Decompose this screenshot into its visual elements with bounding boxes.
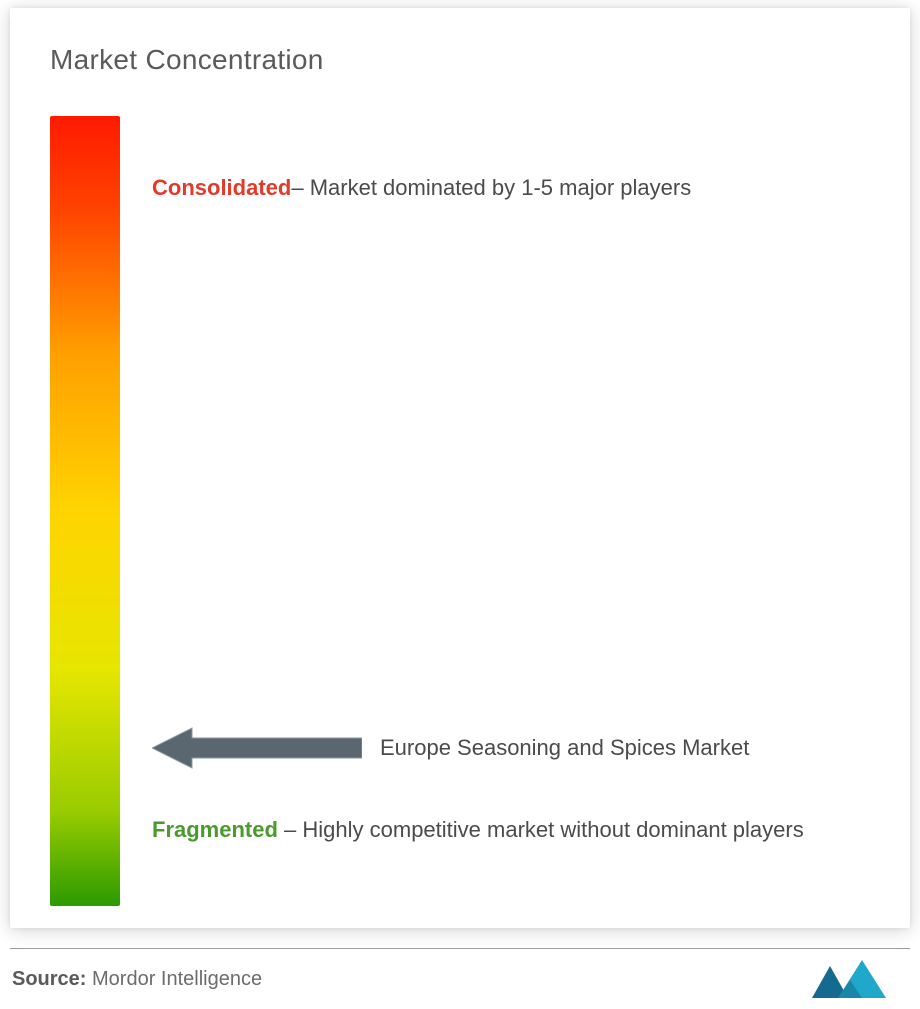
- footer: Source: Mordor Intelligence: [10, 958, 910, 1000]
- source-label: Source:: [12, 968, 86, 990]
- consolidated-label: Consolidated– Market dominated by 1-5 ma…: [152, 171, 860, 204]
- fragmented-rest: – Highly competitive market without domi…: [278, 817, 804, 842]
- concentration-card: Market Concentration Consolidated– Marke…: [10, 8, 910, 928]
- footer-rule: [10, 948, 910, 949]
- fragmented-label: Fragmented – Highly competitive market w…: [152, 811, 860, 850]
- mordor-logo-icon: [808, 958, 904, 1000]
- footer-source: Source: Mordor Intelligence: [12, 968, 262, 991]
- content-row: Consolidated– Market dominated by 1-5 ma…: [50, 116, 870, 906]
- card-title: Market Concentration: [50, 44, 870, 76]
- text-column: Consolidated– Market dominated by 1-5 ma…: [120, 116, 870, 906]
- consolidated-rest: – Market dominated by 1-5 major players: [291, 175, 691, 200]
- marker-row: Europe Seasoning and Spices Market: [152, 726, 860, 770]
- arrow-left-icon: [152, 726, 362, 770]
- source-value: Mordor Intelligence: [86, 968, 262, 990]
- fragmented-strong: Fragmented: [152, 817, 278, 842]
- arrow-shape: [152, 728, 362, 768]
- consolidated-strong: Consolidated: [152, 175, 291, 200]
- concentration-gradient-bar: [50, 116, 120, 906]
- marker-label: Europe Seasoning and Spices Market: [380, 733, 749, 764]
- gradient-column: [50, 116, 120, 906]
